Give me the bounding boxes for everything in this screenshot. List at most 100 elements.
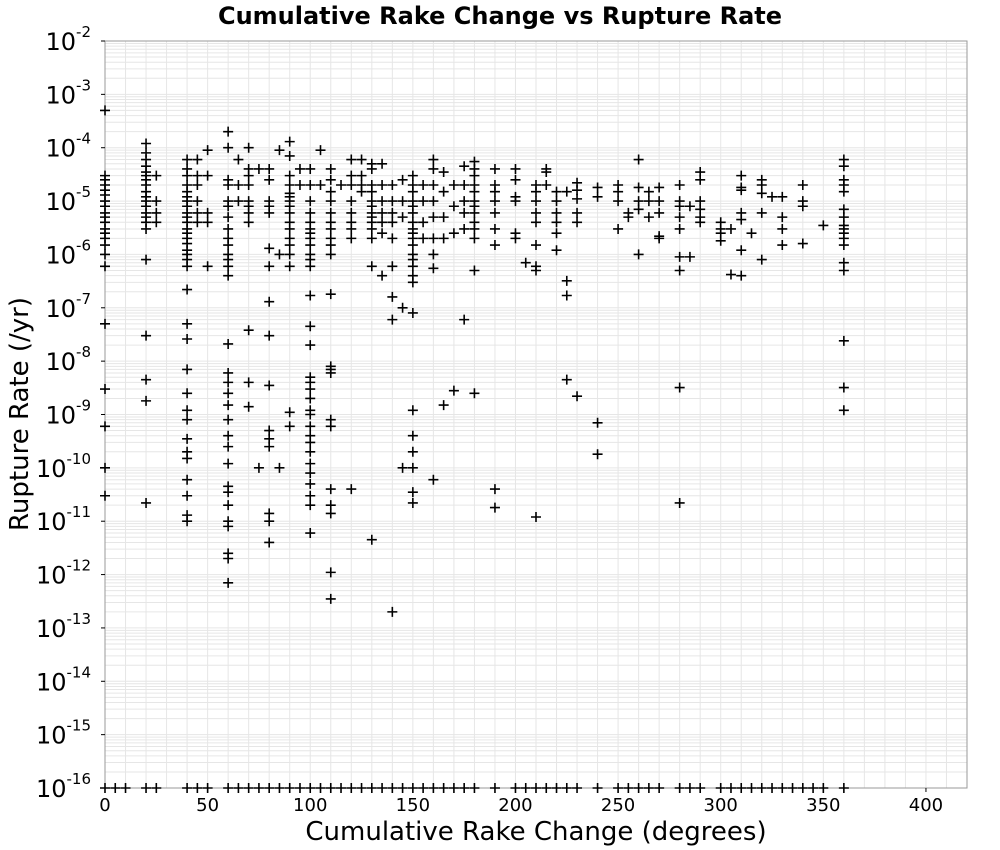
data-point	[356, 783, 367, 793]
data-point	[305, 261, 316, 272]
data-point	[469, 207, 480, 218]
data-point	[325, 174, 336, 185]
data-point	[284, 136, 295, 147]
data-point	[346, 196, 357, 207]
data-point	[654, 783, 665, 793]
data-point	[325, 484, 336, 495]
data-point	[233, 783, 244, 793]
data-point	[325, 783, 336, 793]
data-point	[305, 468, 316, 479]
data-point	[141, 223, 152, 234]
data-point	[561, 374, 572, 385]
data-point	[428, 233, 439, 244]
data-point	[459, 180, 470, 191]
data-point	[397, 462, 408, 473]
data-point	[674, 783, 685, 793]
y-tick-label: 10-4	[45, 130, 91, 163]
data-point	[264, 243, 275, 254]
data-point	[223, 240, 234, 251]
data-point	[551, 245, 562, 256]
data-point	[387, 217, 398, 228]
data-point	[387, 261, 398, 272]
data-point	[684, 201, 695, 212]
data-point	[613, 783, 624, 793]
data-point	[100, 240, 110, 251]
data-point	[182, 318, 193, 329]
data-point	[674, 223, 685, 234]
data-point	[192, 180, 203, 191]
data-point	[284, 261, 295, 272]
data-point	[346, 207, 357, 218]
data-point	[315, 783, 326, 793]
data-point	[428, 180, 439, 191]
x-tick-label: 350	[806, 795, 840, 816]
data-point	[418, 783, 429, 793]
data-point	[551, 186, 562, 197]
data-point	[305, 196, 316, 207]
data-point	[428, 783, 439, 793]
data-point	[438, 783, 449, 793]
data-point	[808, 783, 819, 793]
data-point	[284, 249, 295, 260]
data-point	[448, 228, 459, 239]
data-point	[100, 249, 110, 260]
data-point	[325, 186, 336, 197]
data-point	[531, 217, 541, 228]
data-point	[715, 235, 726, 246]
data-point	[695, 217, 706, 228]
data-point	[294, 163, 305, 174]
data-point	[633, 182, 644, 193]
data-point	[459, 223, 470, 234]
data-point	[838, 335, 849, 346]
data-point	[100, 318, 110, 329]
data-point	[325, 508, 336, 519]
data-point	[438, 233, 449, 244]
data-point	[192, 196, 203, 207]
data-point	[377, 180, 388, 191]
data-point	[448, 385, 459, 396]
data-point	[654, 182, 665, 193]
data-point	[284, 407, 295, 418]
data-point	[264, 296, 275, 307]
data-point	[305, 490, 316, 501]
data-point	[315, 180, 326, 191]
data-point	[489, 186, 500, 197]
data-point	[223, 338, 234, 349]
data-point	[777, 212, 788, 223]
data-point	[592, 191, 603, 202]
data-point	[182, 783, 193, 793]
data-point	[182, 154, 193, 165]
data-point	[736, 214, 747, 225]
data-point	[223, 261, 234, 272]
data-point	[141, 395, 152, 406]
data-point	[407, 446, 418, 457]
data-point	[654, 207, 665, 218]
data-point	[366, 534, 377, 545]
data-point	[264, 174, 275, 185]
data-point	[510, 196, 521, 207]
data-point	[407, 462, 418, 473]
data-point	[182, 405, 193, 416]
data-point	[182, 516, 193, 527]
data-point	[520, 257, 531, 268]
data-point	[294, 783, 305, 793]
data-point	[182, 284, 193, 295]
data-point	[531, 240, 541, 251]
data-point	[797, 201, 808, 212]
data-point	[346, 170, 357, 181]
data-point	[192, 170, 203, 181]
data-point	[489, 223, 500, 234]
data-point	[438, 186, 449, 197]
data-point	[572, 217, 583, 228]
data-point	[387, 783, 398, 793]
data-point	[243, 170, 254, 181]
data-point	[100, 421, 110, 432]
data-point	[684, 251, 695, 262]
data-point	[397, 174, 408, 185]
data-point	[654, 233, 665, 244]
data-point	[459, 783, 470, 793]
data-point	[623, 212, 634, 223]
data-point	[520, 783, 531, 793]
data-point	[428, 163, 439, 174]
data-point	[407, 783, 418, 793]
